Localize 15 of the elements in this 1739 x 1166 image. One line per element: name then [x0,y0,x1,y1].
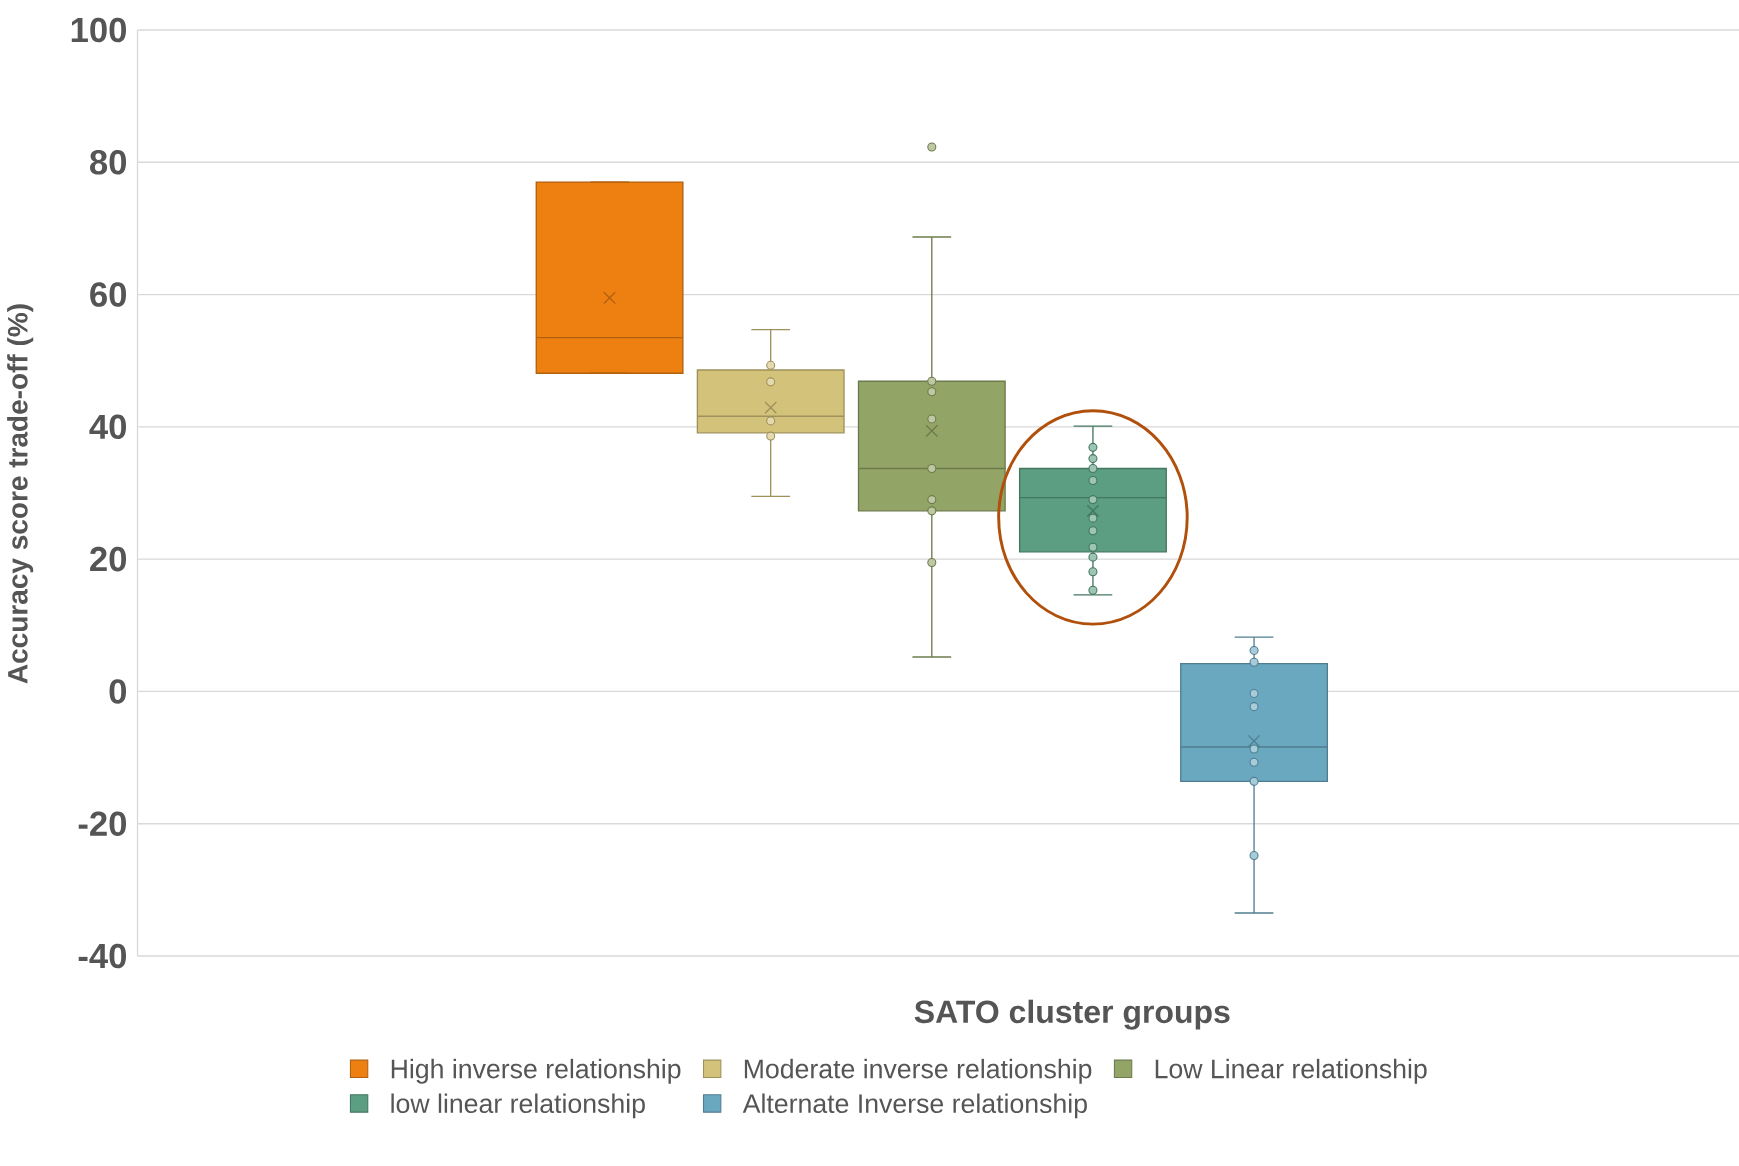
y-tick-label: 100 [71,17,127,43]
y-tick-label: 20 [90,546,127,572]
legend-label: low linear relationship [391,1093,645,1119]
y-axis-title: Accuracy score trade-off (%) [7,304,34,684]
y-tick-label: 0 [109,679,127,704]
legend-label: Alternate Inverse relationship [742,1093,1087,1119]
legend-label: Low Linear relationship [1155,1058,1427,1084]
y-tick-label: 60 [90,282,127,307]
x-axis-title: SATO cluster groups [914,999,1230,1030]
y-tick-label: -20 [78,811,127,836]
y-tick-label: -40 [78,943,127,969]
y-tick-label: 80 [90,149,127,175]
legend-label: Moderate inverse relationship [744,1058,1092,1084]
y-tick-label: 40 [89,414,127,440]
legend-label: High inverse relationship [391,1058,681,1084]
